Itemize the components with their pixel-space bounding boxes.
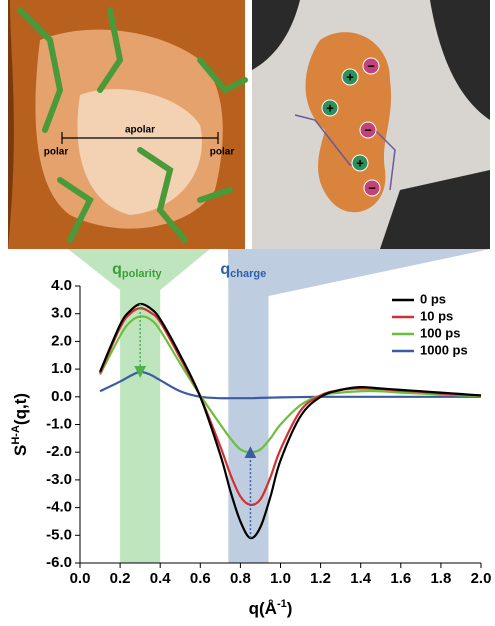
- x-label-base: q(Å: [249, 599, 277, 618]
- charge-marker: [359, 121, 377, 139]
- x-tick-label: 0.6: [190, 570, 211, 587]
- legend-label: 1000 ps: [420, 342, 468, 357]
- x-tick-label: 2.0: [471, 570, 492, 587]
- charge-image: +−+−+−: [252, 0, 490, 249]
- charge-label: −: [367, 58, 375, 73]
- charge-marker: [321, 99, 339, 117]
- y-tick-label: -1.0: [46, 415, 72, 432]
- series-line: [99, 370, 481, 400]
- charge-label: +: [346, 69, 354, 84]
- band-label: qpolarity: [112, 261, 162, 280]
- legend-label: 100 ps: [420, 325, 460, 340]
- y-label-sup: H-A: [10, 425, 22, 445]
- charge-label: +: [326, 100, 334, 115]
- y-tick-label: -4.0: [46, 499, 72, 516]
- x-tick-label: 1.6: [390, 570, 411, 587]
- x-tick-label: 1.8: [430, 570, 451, 587]
- legend-label: 10 ps: [420, 308, 453, 323]
- charge-marker: [351, 154, 369, 172]
- y-tick-label: 2.0: [51, 332, 72, 349]
- charge-label: −: [368, 180, 376, 195]
- y-tick-label: -3.0: [46, 471, 72, 488]
- y-tick-label: -2.0: [46, 443, 72, 460]
- y-label-base: S: [11, 445, 30, 456]
- y-tick-label: -6.0: [46, 554, 72, 571]
- x-tick-label: 1.2: [310, 570, 331, 587]
- x-tick-label: 0.8: [230, 570, 251, 587]
- y-label-end: (q,t): [11, 393, 30, 425]
- image-label: apolar: [125, 125, 155, 136]
- series-line: [99, 315, 482, 454]
- y-axis-label: SH-A(q,t): [10, 393, 31, 456]
- y-tick-label: 0.0: [51, 388, 72, 405]
- band-label-sub: charge: [230, 268, 266, 280]
- x-label-end: ): [287, 599, 293, 618]
- band-label-sub: polarity: [122, 268, 163, 280]
- band-label-base: q: [220, 261, 230, 278]
- y-tick-label: 3.0: [51, 305, 72, 322]
- image-label: polar: [44, 147, 69, 158]
- x-tick-label: 0.0: [70, 570, 91, 587]
- y-tick-label: 4.0: [51, 277, 72, 294]
- charge-marker: [363, 179, 381, 197]
- x-tick-label: 0.4: [150, 570, 172, 587]
- band-label: qcharge: [220, 261, 266, 280]
- x-axis-label: q(Å-1): [249, 598, 293, 619]
- band-label-base: q: [112, 261, 122, 278]
- band: [68, 249, 210, 563]
- y-tick-label: -5.0: [46, 526, 72, 543]
- image-label: polar: [210, 147, 235, 158]
- band: [228, 249, 490, 563]
- x-tick-label: 0.2: [110, 570, 131, 587]
- series-line: [99, 302, 482, 540]
- charge-marker: [341, 68, 359, 86]
- y-tick-label: 1.0: [51, 360, 72, 377]
- legend-label: 0 ps: [420, 291, 446, 306]
- charge-label: −: [364, 122, 372, 137]
- x-tick-label: 1.0: [270, 570, 291, 587]
- charge-label: +: [356, 155, 364, 170]
- charge-marker: [362, 57, 380, 75]
- polarity-image: apolar polar polar: [8, 0, 248, 249]
- x-label-sup: -1: [277, 598, 287, 610]
- x-tick-label: 1.4: [350, 570, 372, 587]
